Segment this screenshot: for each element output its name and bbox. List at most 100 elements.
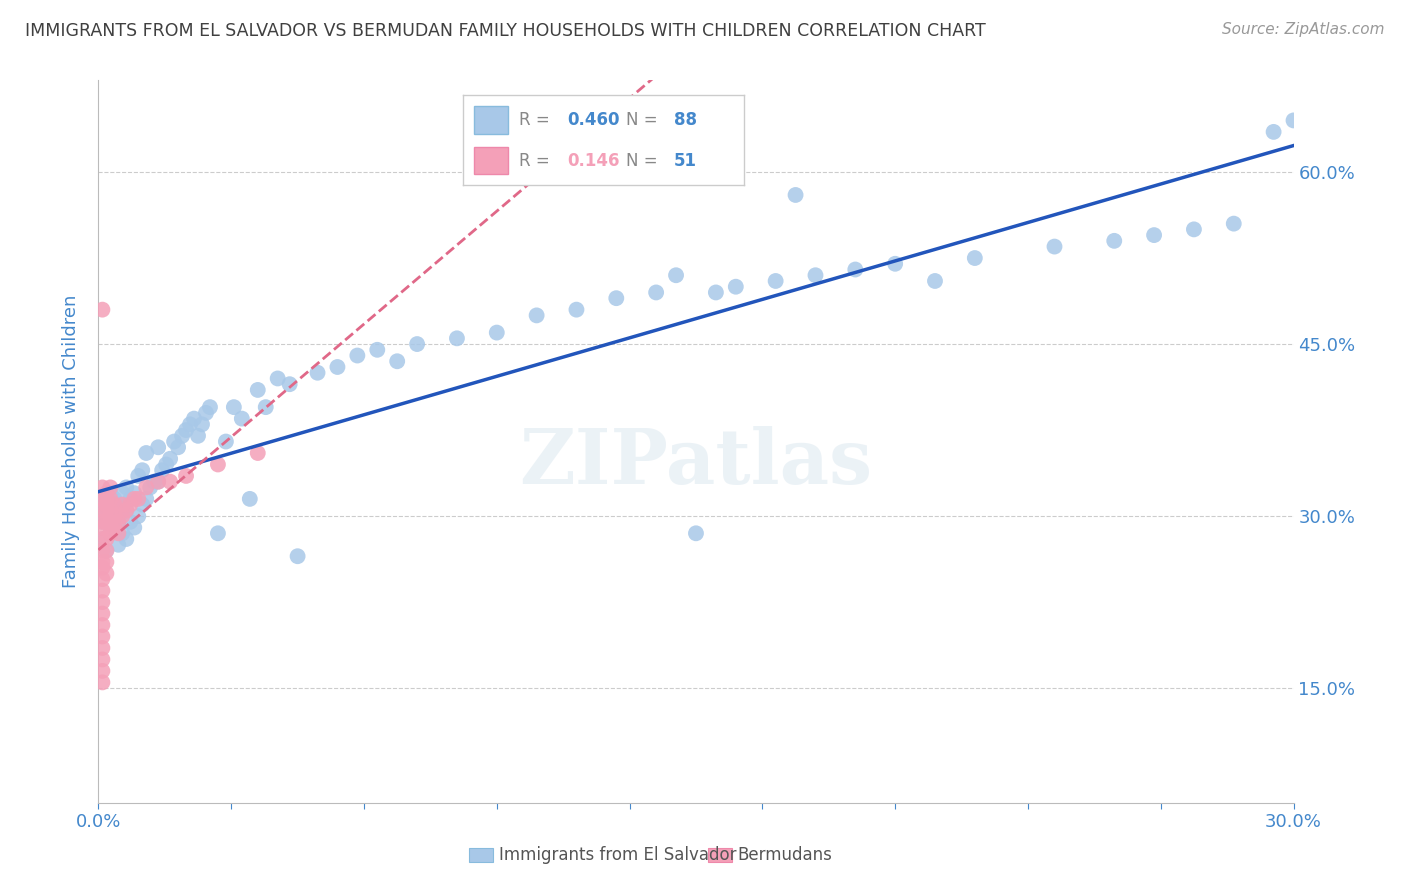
Point xyxy=(103,520,125,534)
Point xyxy=(96,543,118,558)
Point xyxy=(115,503,138,517)
Point xyxy=(98,486,122,500)
Point xyxy=(207,526,229,541)
Point xyxy=(107,515,129,529)
Point xyxy=(804,268,827,283)
Point xyxy=(91,532,114,546)
Point xyxy=(127,469,149,483)
Point xyxy=(406,337,429,351)
Point xyxy=(148,475,170,489)
Text: Bermudans: Bermudans xyxy=(738,846,832,863)
Point xyxy=(385,354,409,368)
Point xyxy=(127,509,149,524)
Point xyxy=(765,274,787,288)
Point xyxy=(131,498,153,512)
Point xyxy=(111,498,134,512)
Point xyxy=(103,520,125,534)
Point xyxy=(148,475,170,489)
Text: Immigrants from El Salvador: Immigrants from El Salvador xyxy=(499,846,737,863)
Point xyxy=(155,458,177,472)
Point xyxy=(96,498,118,512)
Point xyxy=(307,366,329,380)
Point xyxy=(103,498,125,512)
Y-axis label: Family Households with Children: Family Households with Children xyxy=(62,295,80,588)
Point xyxy=(91,491,114,506)
Point xyxy=(1143,228,1166,243)
Point xyxy=(127,491,149,506)
Text: ZIPatlas: ZIPatlas xyxy=(519,426,873,500)
Point xyxy=(91,595,114,609)
Point xyxy=(91,503,114,517)
Point xyxy=(278,377,301,392)
Point xyxy=(96,503,118,517)
Point xyxy=(98,503,122,517)
Point xyxy=(326,359,349,374)
Point xyxy=(187,429,209,443)
Point xyxy=(605,291,627,305)
Point xyxy=(163,434,186,449)
Point xyxy=(254,400,277,414)
Point xyxy=(135,491,157,506)
Point xyxy=(98,480,122,494)
Point xyxy=(485,326,508,340)
Point xyxy=(91,572,114,586)
Point xyxy=(96,491,118,506)
Point xyxy=(150,463,173,477)
Point xyxy=(704,285,727,300)
Point xyxy=(103,491,125,506)
Point xyxy=(91,515,114,529)
Point xyxy=(120,491,142,506)
Point xyxy=(174,469,197,483)
Point xyxy=(167,440,190,454)
Point xyxy=(239,491,262,506)
Point xyxy=(91,520,114,534)
Point xyxy=(1104,234,1126,248)
Point xyxy=(148,440,170,454)
Point xyxy=(91,583,114,598)
Point xyxy=(246,446,269,460)
Point xyxy=(724,279,747,293)
Point xyxy=(685,526,707,541)
Point xyxy=(107,498,129,512)
Point xyxy=(103,509,125,524)
Point xyxy=(366,343,388,357)
Point xyxy=(287,549,309,564)
Point xyxy=(131,463,153,477)
Point xyxy=(96,566,118,581)
Point xyxy=(91,480,114,494)
Point xyxy=(124,520,146,534)
Point xyxy=(91,498,114,512)
Point xyxy=(91,664,114,678)
Point xyxy=(91,532,114,546)
Point xyxy=(191,417,214,432)
Point xyxy=(96,491,118,506)
Point xyxy=(98,503,122,517)
Point xyxy=(96,509,118,524)
Point xyxy=(91,618,114,632)
Point xyxy=(96,486,118,500)
Point xyxy=(565,302,588,317)
Point xyxy=(267,371,290,385)
Point xyxy=(924,274,946,288)
Point xyxy=(115,480,138,494)
Point xyxy=(179,417,201,432)
Point xyxy=(91,555,114,569)
Point xyxy=(1043,239,1066,253)
Point xyxy=(98,526,122,541)
Point xyxy=(844,262,866,277)
Point xyxy=(172,429,194,443)
Point xyxy=(91,607,114,621)
Text: Source: ZipAtlas.com: Source: ZipAtlas.com xyxy=(1222,22,1385,37)
Point xyxy=(183,411,205,425)
Point xyxy=(91,543,114,558)
Point xyxy=(222,400,245,414)
Point xyxy=(1282,113,1305,128)
Point xyxy=(96,532,118,546)
Point xyxy=(174,423,197,437)
Point xyxy=(91,302,114,317)
Point xyxy=(159,475,181,489)
Point xyxy=(195,406,218,420)
Point xyxy=(346,349,368,363)
Point xyxy=(91,560,114,574)
Point xyxy=(1263,125,1285,139)
